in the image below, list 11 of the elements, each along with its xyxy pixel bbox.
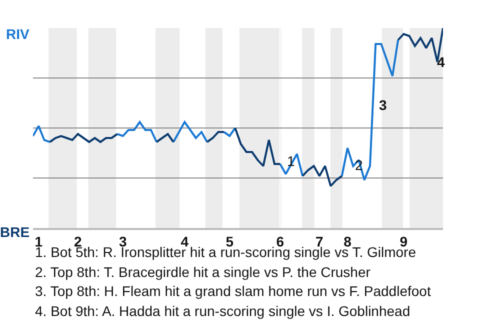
x-tick-label: 5 <box>226 234 234 250</box>
text: RIV <box>6 26 30 42</box>
x-tick-label: 6 <box>276 234 284 250</box>
text: 4. Bot 9th: A. Hadda hit a run-scoring single vs I. Goblinhead <box>35 303 410 319</box>
annotation: 3 <box>379 97 387 113</box>
x-tick-label: 9 <box>400 234 408 250</box>
annotation: 4 <box>437 54 445 70</box>
text: BRE <box>0 224 30 240</box>
x-tick-label: 4 <box>180 234 189 250</box>
text: 3. Top 8th: H. Fleam hit a grand slam home run vs F. Paddlefoot <box>35 283 431 299</box>
text: 2. Top 8th: T. Bracegirdle hit a single vs P. the Crusher <box>35 264 371 280</box>
